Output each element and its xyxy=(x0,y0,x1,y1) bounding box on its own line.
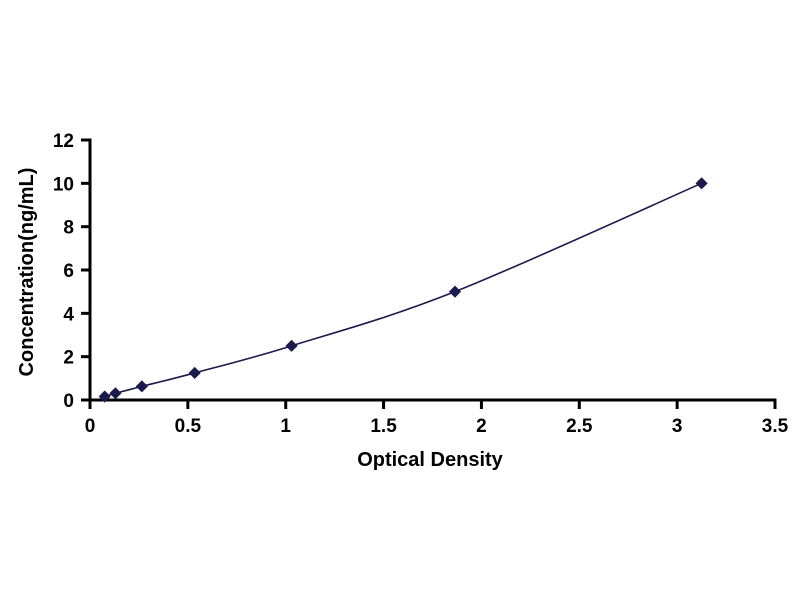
data-point-marker xyxy=(98,390,111,403)
x-tick-label: 2.5 xyxy=(566,416,593,437)
x-tick-label: 1.5 xyxy=(370,416,397,437)
x-axis-title: Optical Density xyxy=(357,449,503,471)
y-tick-label: 2 xyxy=(63,348,74,369)
x-tick-label: 3.5 xyxy=(762,416,789,437)
y-tick-label: 10 xyxy=(53,174,74,195)
data-point-marker xyxy=(695,177,708,190)
y-tick-label: 0 xyxy=(63,391,74,412)
y-axis-title: Concentration(ng/mL) xyxy=(16,168,38,377)
data-point-marker xyxy=(109,387,122,400)
x-tick-label: 0 xyxy=(85,416,96,437)
x-tick-label: 2 xyxy=(476,416,487,437)
y-tick-label: 8 xyxy=(63,218,74,239)
series-line-standard-curve xyxy=(103,182,703,398)
data-point-marker xyxy=(188,366,201,379)
y-tick-label: 6 xyxy=(63,261,74,282)
x-tick-label: 1 xyxy=(280,416,291,437)
x-tick-label: 3 xyxy=(672,416,683,437)
data-point-marker xyxy=(285,339,298,352)
y-tick-label: 12 xyxy=(53,131,74,152)
y-tick-label: 4 xyxy=(63,304,74,325)
x-tick-label: 0.5 xyxy=(175,416,202,437)
series-markers-standard-curve xyxy=(98,177,708,403)
x-axis-tick-labels: 0 0.5 1 1.5 2 2.5 3 3.5 xyxy=(85,416,789,437)
y-axis-tick-labels: 0 2 4 6 8 10 12 xyxy=(53,131,75,412)
data-point-marker xyxy=(135,380,148,393)
data-point-marker xyxy=(448,285,462,298)
